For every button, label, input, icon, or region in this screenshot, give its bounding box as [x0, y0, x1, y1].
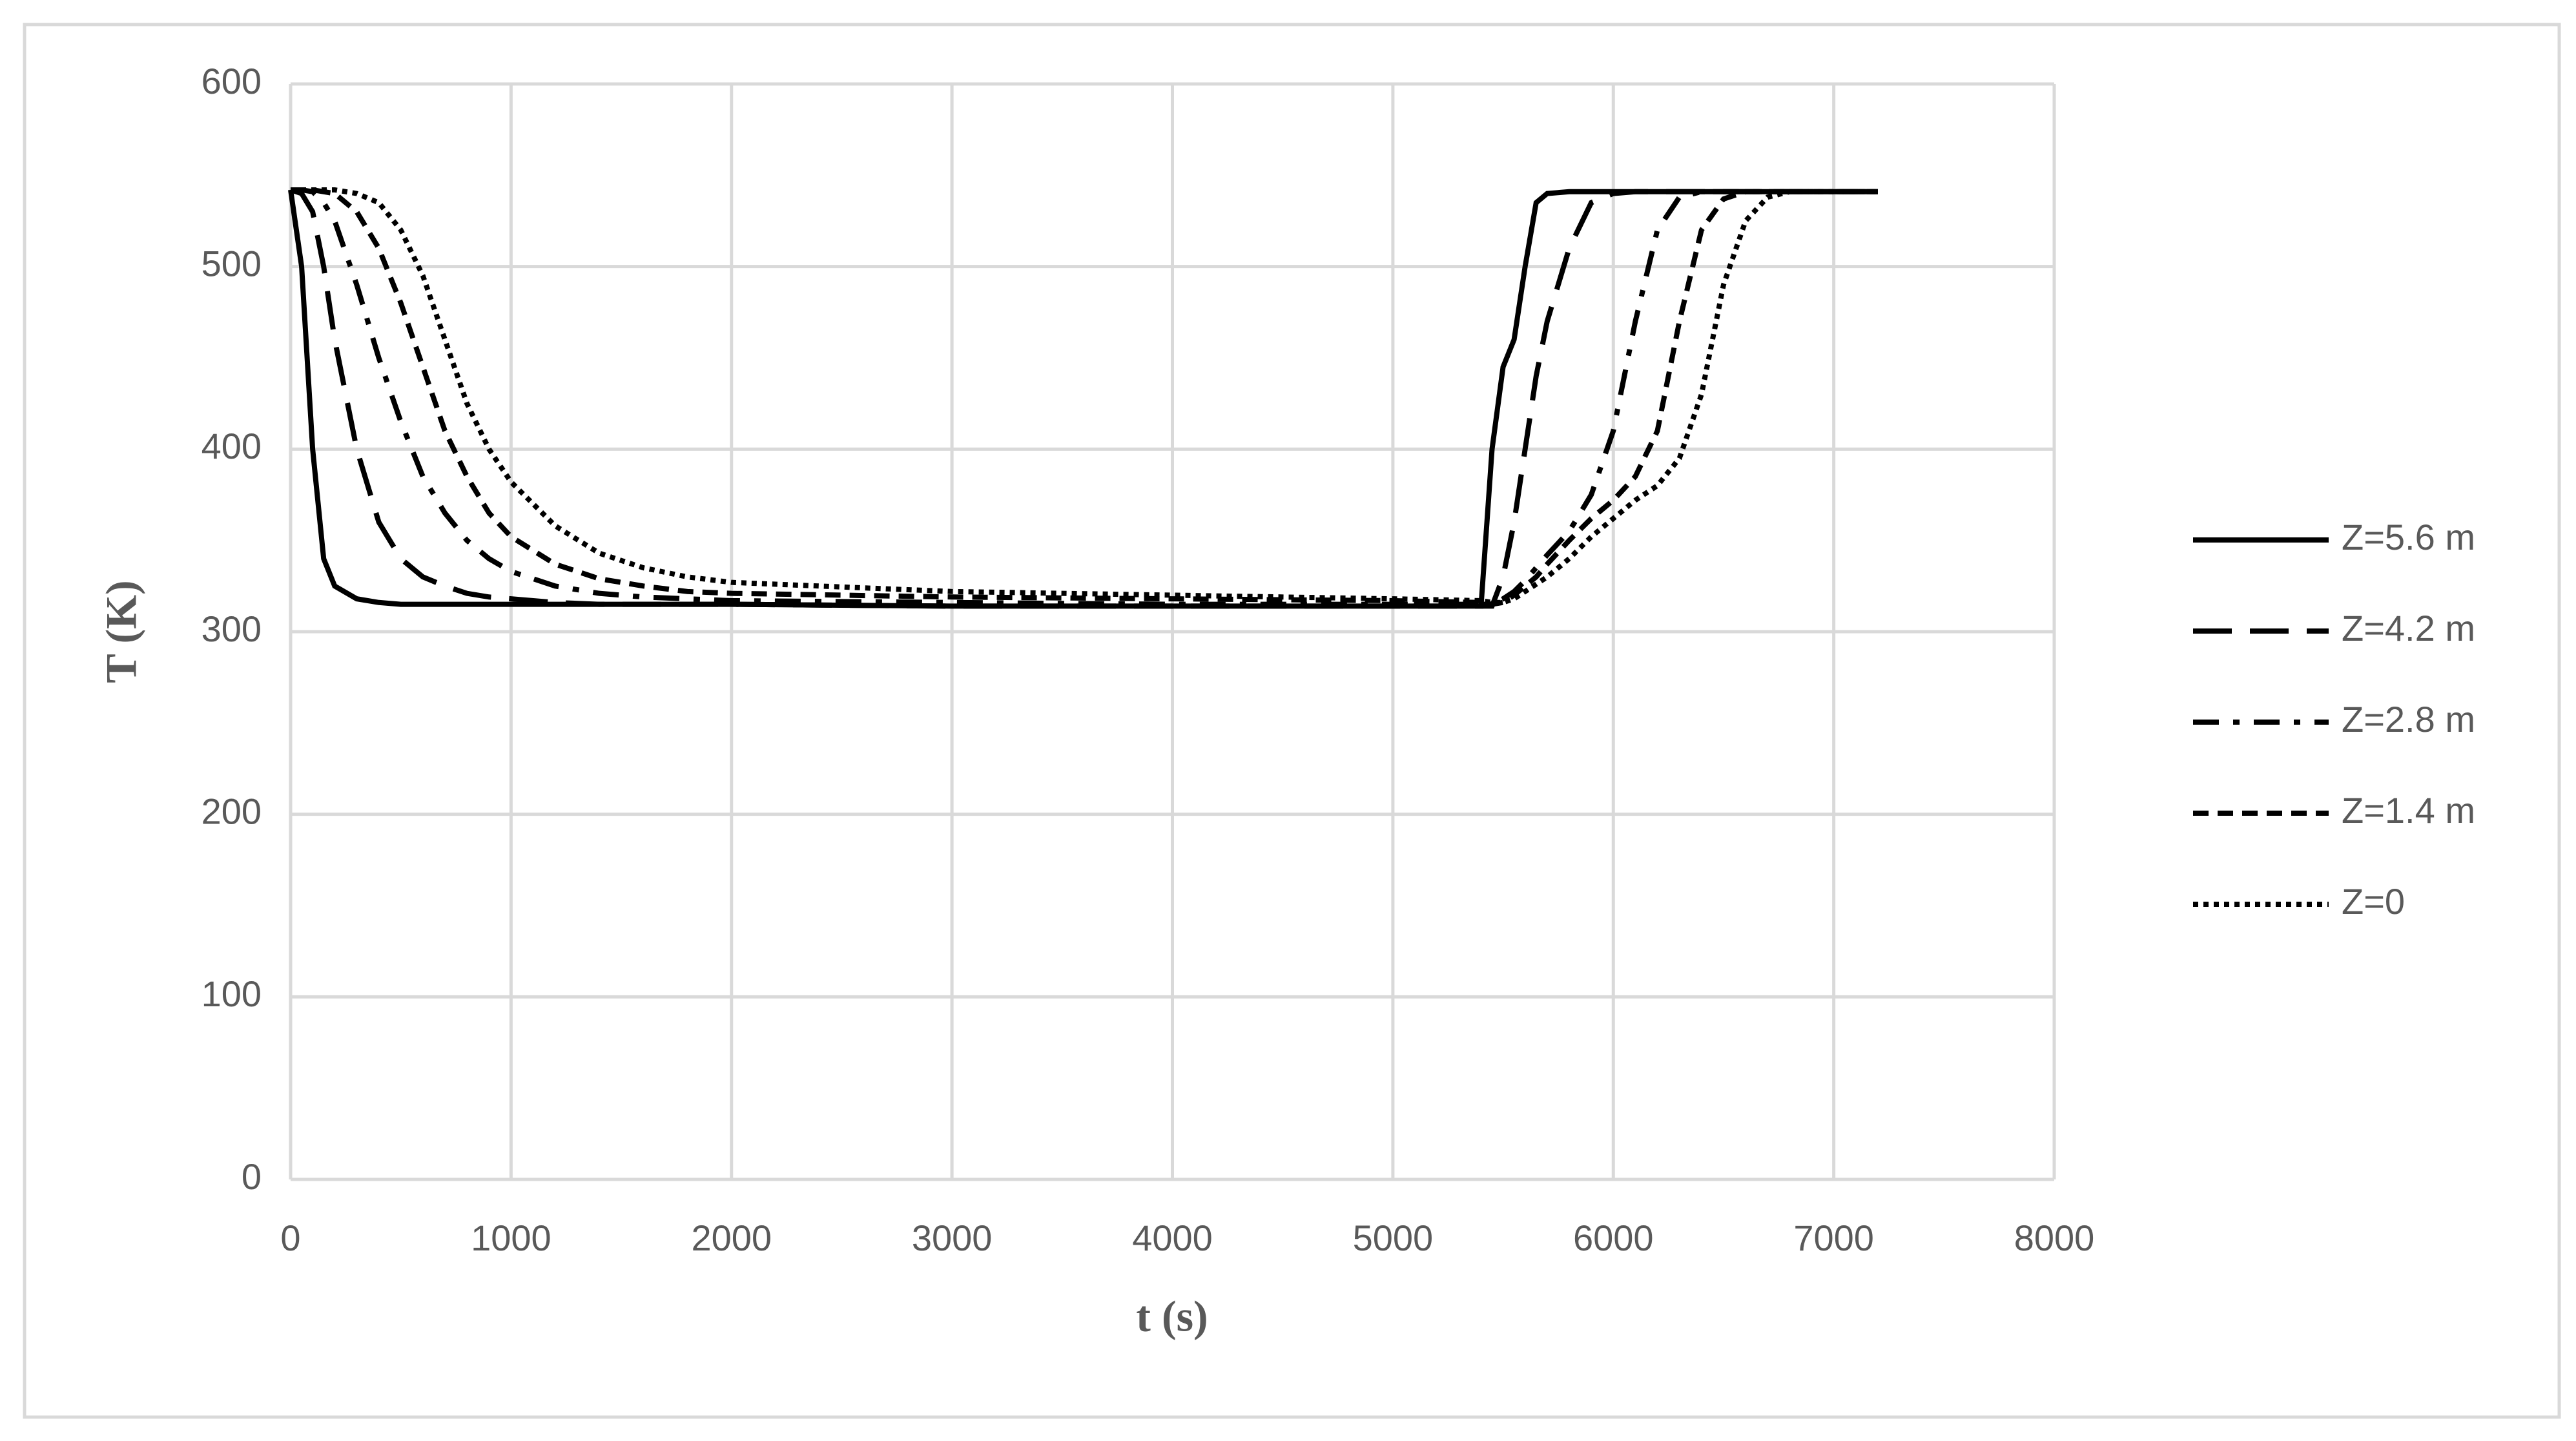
x-tick-label: 1000: [471, 1218, 551, 1258]
y-tick-label: 500: [201, 243, 262, 284]
chart-border: [23, 23, 2561, 1419]
x-tick-label: 3000: [912, 1218, 993, 1258]
x-tick-label: 0: [280, 1218, 300, 1258]
y-tick-label: 0: [242, 1156, 262, 1197]
legend-label: Z=5.6 m: [2342, 517, 2475, 557]
y-tick-label: 100: [201, 973, 262, 1014]
y-axis-title: T (K): [97, 580, 146, 683]
x-tick-label: 2000: [691, 1218, 772, 1258]
series-line: [291, 187, 1878, 607]
legend-label: Z=1.4 m: [2342, 790, 2475, 831]
legend-label: Z=2.8 m: [2342, 699, 2475, 740]
x-tick-label: 5000: [1353, 1218, 1434, 1258]
x-tick-label: 6000: [1573, 1218, 1654, 1258]
x-axis-title: t (s): [1136, 1292, 1208, 1341]
legend-label: Z=0: [2342, 881, 2405, 922]
y-tick-label: 300: [201, 608, 262, 649]
y-tick-label: 200: [201, 791, 262, 831]
legend-label: Z=4.2 m: [2342, 608, 2475, 648]
y-tick-label: 400: [201, 426, 262, 466]
y-tick-label: 600: [201, 61, 262, 101]
x-tick-label: 8000: [2014, 1218, 2095, 1258]
x-tick-label: 7000: [1793, 1218, 1874, 1258]
x-tick-label: 4000: [1132, 1218, 1213, 1258]
series-line: [291, 187, 1878, 605]
